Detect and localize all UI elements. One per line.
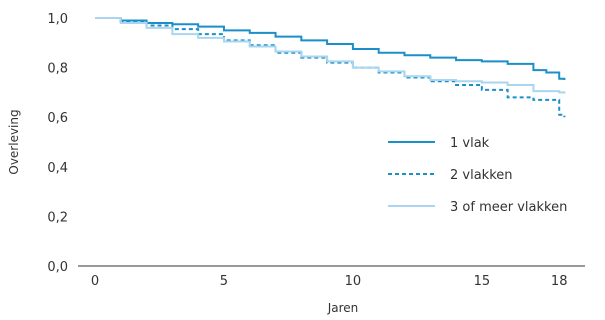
legend-label: 2 vlakken (450, 168, 513, 183)
y-tick-label: 0,0 (47, 260, 68, 275)
series-line (95, 17, 566, 118)
x-tick-label: 18 (551, 274, 568, 289)
legend-label: 3 of meer vlakken (450, 200, 567, 215)
series-line (95, 17, 566, 80)
x-tick-label: 15 (474, 274, 491, 289)
y-tick-label: 1,0 (47, 12, 68, 27)
y-tick-label: 0,4 (47, 161, 68, 176)
x-tick-label: 5 (220, 274, 228, 289)
x-axis-ticks: 0 5 10 15 18 (91, 274, 568, 289)
x-axis-title: Jaren (327, 301, 359, 315)
y-tick-label: 0,6 (47, 111, 68, 126)
legend-label: 1 vlak (450, 136, 490, 151)
series-layer (95, 17, 566, 118)
y-tick-label: 0,2 (47, 210, 68, 225)
x-tick-label: 0 (91, 274, 99, 289)
legend: 1 vlak 2 vlakken 3 of meer vlakken (388, 136, 567, 215)
y-axis-title: Overleving (7, 109, 21, 174)
y-axis-ticks: 0,0 0,2 0,4 0,6 0,8 1,0 (47, 12, 68, 275)
x-tick-label: 10 (345, 274, 362, 289)
series-line (95, 17, 566, 94)
y-tick-label: 0,8 (47, 62, 68, 77)
